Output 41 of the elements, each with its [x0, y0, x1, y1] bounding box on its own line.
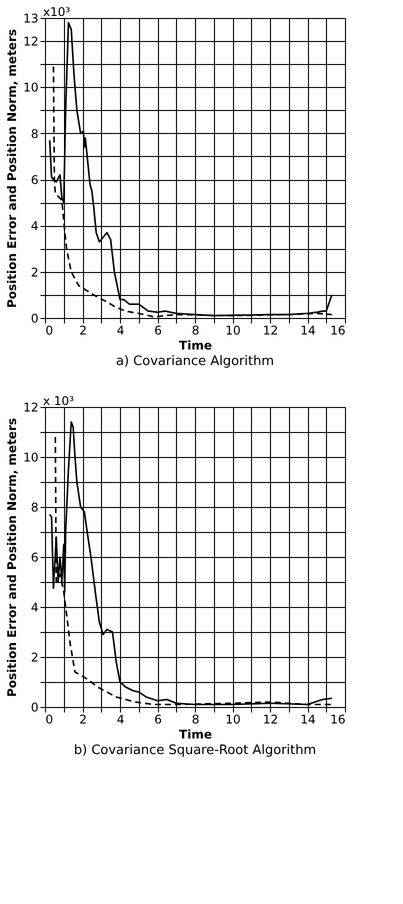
- y-tick-label: 0: [30, 312, 38, 326]
- x-tick-label: 16: [330, 324, 346, 338]
- annotation: x10³: [43, 5, 70, 19]
- x-tick-label: 14: [300, 324, 316, 338]
- x-tick-label: 10: [225, 324, 241, 338]
- y-tick-label: 6: [30, 173, 38, 188]
- x-tick-label: 6: [154, 712, 162, 726]
- x-tick-label: 2: [79, 324, 87, 338]
- x-tick-label: 12: [262, 712, 278, 726]
- x-axis-title: Time: [179, 728, 212, 742]
- text: b) Covariance Square-Root Algorithm: [74, 743, 316, 758]
- y-axis-title: Position Error and Position Norm, meters: [5, 418, 20, 698]
- y-tick-label: 8: [30, 500, 38, 514]
- x-tick-label: 6: [154, 324, 162, 338]
- x-tick-label: 8: [192, 324, 200, 338]
- x-axis-title: Time: [179, 338, 212, 352]
- x-tick-label: 16: [330, 712, 346, 726]
- y-tick-label: 10: [23, 450, 38, 464]
- y-axis-title: Position Error and Position Norm, meters: [5, 28, 20, 308]
- y-tick-label: 6: [30, 550, 38, 564]
- x-tick-label: 8: [192, 712, 200, 726]
- text: a) Covariance Algorithm: [116, 354, 274, 369]
- y-tick-label: 13: [23, 12, 38, 26]
- x-tick-label: 14: [300, 712, 316, 726]
- x-tick-label: 10: [225, 712, 241, 726]
- x-tick-label: 0: [46, 324, 54, 338]
- y-tick-label: 8: [30, 126, 38, 141]
- x-tick-label: 2: [79, 712, 87, 726]
- y-tick-label: 0: [30, 700, 38, 714]
- y-tick-label: 4: [30, 600, 38, 614]
- y-tick-label: 4: [30, 219, 38, 234]
- x-tick-label: 0: [46, 712, 54, 726]
- x-tick-label: 12: [262, 324, 278, 338]
- y-tick-label: 12: [23, 34, 38, 49]
- annotation: x 10³: [43, 394, 74, 408]
- y-tick-label: 12: [23, 400, 38, 414]
- y-tick-label: 2: [30, 650, 38, 664]
- y-tick-label: 10: [23, 80, 38, 95]
- x-tick-label: 4: [116, 324, 124, 338]
- y-tick-label: 2: [30, 265, 38, 280]
- x-tick-label: 4: [116, 712, 124, 726]
